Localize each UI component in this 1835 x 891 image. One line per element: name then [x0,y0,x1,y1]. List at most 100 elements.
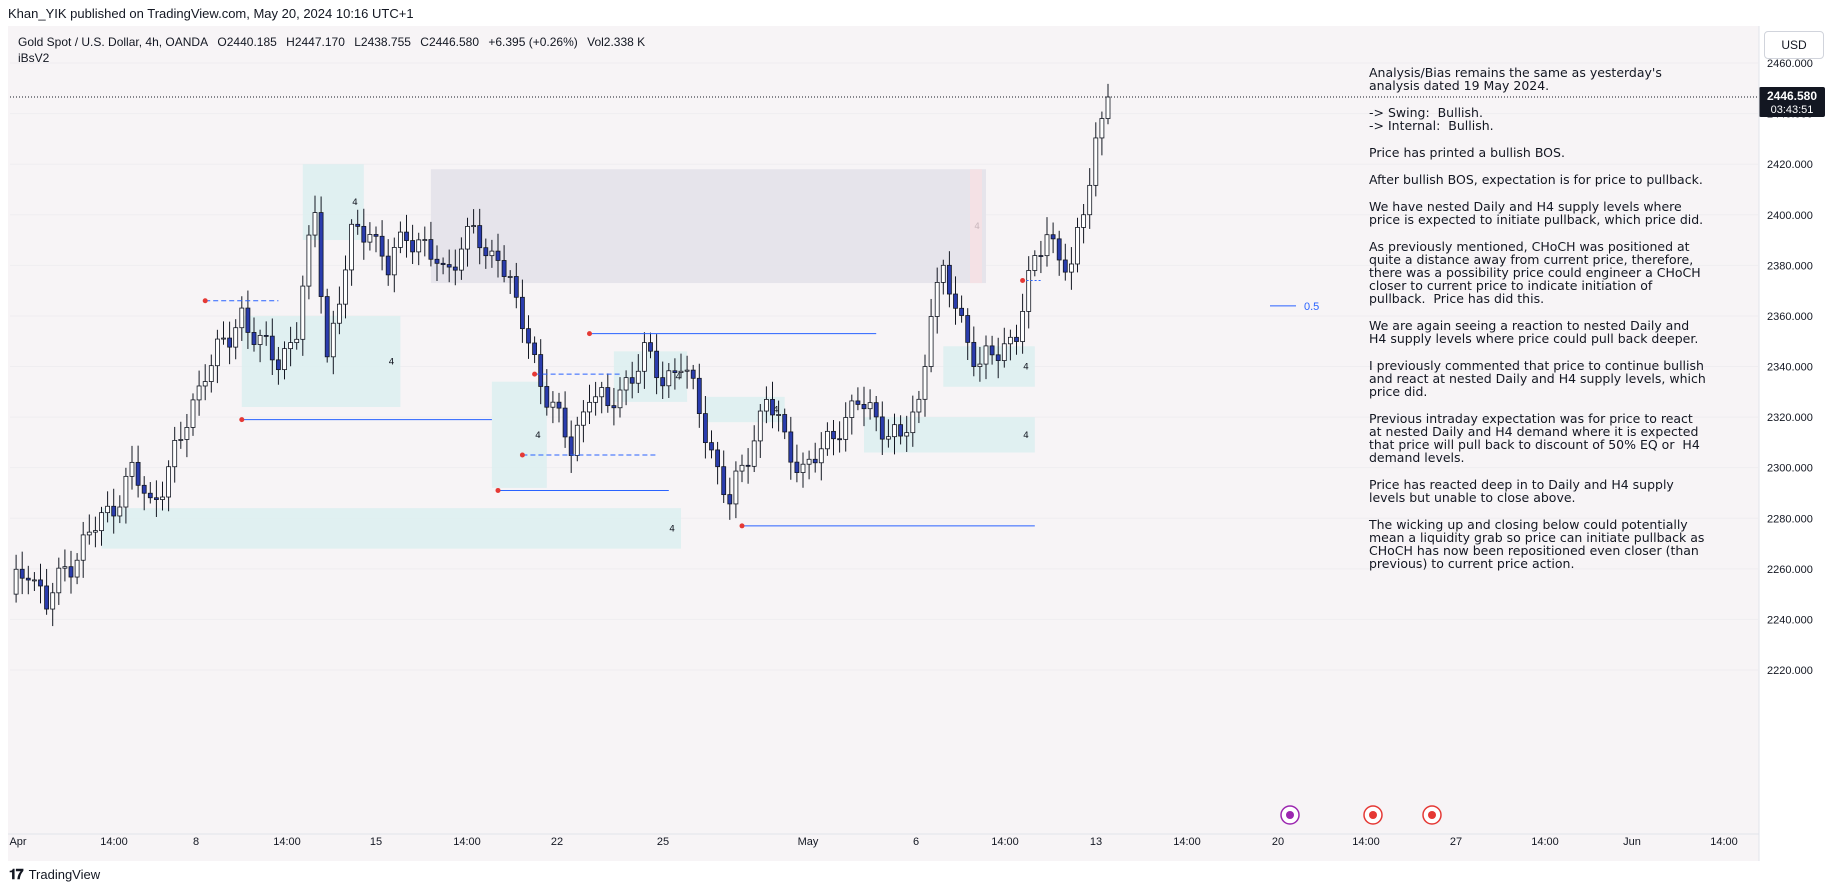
swing-point-dot [1020,278,1026,284]
candle-body [770,399,775,416]
candle-body [538,354,544,387]
candle-body [745,464,751,467]
candle-body [68,566,74,578]
candle-body [324,296,330,358]
candle-body [117,506,123,517]
swing-point-dot [532,371,538,377]
volume-value: Vol2.338 K [587,35,646,49]
candle-body [959,307,964,316]
candle-body [1001,343,1007,361]
candle-body [532,342,537,355]
zone-label: 4 [669,524,675,534]
candle-body [349,223,355,271]
candle-body [904,432,910,437]
candle-body [678,370,684,373]
demand-zone [241,315,401,407]
candle-body [831,430,836,440]
candle-body [361,225,367,243]
x-tick-label: 14:00 [991,836,1019,848]
candle-body [513,276,519,298]
y-tick-label: 2360.000 [1767,311,1813,323]
x-tick-label: 14:00 [453,836,481,848]
candle-body [782,414,788,433]
ohlc-low: L2438.755 [354,35,411,49]
candle-body [80,534,86,561]
candle-body [416,239,422,253]
candle-body [593,396,598,403]
last-price-tag[interactable] [1759,86,1825,117]
candle-body [800,463,806,473]
candle-body [611,405,617,409]
candle-body [526,328,531,344]
candle-body [343,269,348,305]
candle-body [166,466,172,498]
candle-body [794,461,800,473]
candle-body [812,458,818,464]
candle-body [520,296,525,330]
candle-body [330,322,336,358]
candle-body [916,398,922,413]
candle-body [977,363,983,367]
candle-body [965,315,971,343]
tradingview-logo-icon: 𝟏𝟕 [9,866,24,882]
zone-label: 4 [389,357,395,367]
candle-body [544,386,550,408]
candle-body [153,497,159,500]
candle-body [477,225,483,249]
zone-label: 4 [352,198,358,208]
candle-body [397,231,403,248]
candle-body [214,338,220,367]
symbol-legend[interactable]: Gold Spot / U.S. Dollar, 4h, OANDA O2440… [18,35,651,49]
candle-body [1075,227,1080,265]
event-us-flag-icon-dot [1369,811,1377,819]
candle-body [568,436,574,456]
candle-body [989,345,995,356]
candle-body [263,335,269,337]
candle-countdown: 03:43:51 [1771,104,1814,116]
analysis-paragraph: As previously mentioned, CHoCH was posit… [1369,239,1705,306]
candle-body [892,424,897,438]
analysis-paragraph: After bullish BOS, expectation is for pr… [1369,172,1703,187]
candle-body [300,285,306,340]
candle-body [105,505,110,514]
y-tick-label: 2420.000 [1767,159,1813,171]
candle-body [1008,336,1013,345]
candle-body [696,377,702,414]
candle-body [703,413,708,444]
candle-body [446,264,452,268]
candle-body [19,568,25,579]
ohlc-high: H2447.170 [286,35,345,49]
candle-body [709,442,714,451]
tradingview-brand[interactable]: 𝟏𝟕 TradingView [9,866,100,883]
candle-body [690,369,696,379]
candle-body [599,387,605,398]
candle-body [458,248,464,271]
candle-body [38,579,43,587]
candle-body [629,377,635,384]
candle-body [373,234,379,237]
symbol-name[interactable]: Gold Spot / U.S. Dollar, 4h, OANDA [18,35,209,49]
candle-body [93,530,98,533]
candle-body [910,411,916,434]
candle-body [178,439,184,441]
x-tick-label: 8 [193,836,199,848]
candle-body [574,424,580,456]
candle-body [867,402,873,410]
candle-body [367,234,373,243]
candle-body [1069,263,1074,273]
currency-button[interactable]: USD [1764,31,1824,59]
candle-body [684,369,690,372]
candle-body [275,359,281,371]
candle-body [635,370,641,384]
candle-body [666,370,672,387]
indicator-label[interactable]: iBsV2 [18,51,50,65]
ohlc-change: +6.395 (+0.26%) [488,35,578,49]
x-tick-label: 25 [657,836,669,848]
candle-body [818,448,824,464]
candle-body [13,568,19,595]
analysis-paragraph: The wicking up and closing below could p… [1369,517,1709,571]
candle-body [825,430,830,450]
ohlc-close: C2446.580 [420,35,480,49]
zone-label: 4 [773,406,779,416]
